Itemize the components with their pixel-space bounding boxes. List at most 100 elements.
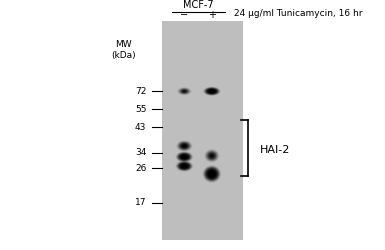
Ellipse shape: [204, 167, 219, 181]
Text: 55: 55: [135, 105, 146, 114]
Text: 26: 26: [135, 164, 146, 173]
Ellipse shape: [210, 154, 214, 158]
Ellipse shape: [182, 144, 187, 148]
Ellipse shape: [210, 172, 214, 176]
Ellipse shape: [182, 165, 186, 167]
Ellipse shape: [211, 91, 212, 92]
Ellipse shape: [179, 88, 189, 94]
Ellipse shape: [208, 170, 216, 178]
Ellipse shape: [181, 164, 187, 168]
Ellipse shape: [181, 164, 188, 168]
Ellipse shape: [180, 143, 189, 149]
Text: +: +: [208, 10, 216, 20]
Ellipse shape: [177, 161, 192, 171]
Ellipse shape: [183, 156, 185, 158]
Ellipse shape: [178, 162, 191, 170]
Ellipse shape: [180, 163, 189, 169]
Ellipse shape: [178, 88, 190, 94]
Ellipse shape: [209, 90, 215, 93]
Ellipse shape: [205, 168, 218, 180]
Ellipse shape: [206, 169, 218, 179]
Ellipse shape: [183, 90, 186, 92]
Ellipse shape: [178, 88, 191, 95]
Ellipse shape: [179, 162, 190, 170]
Ellipse shape: [182, 145, 186, 147]
Text: 43: 43: [135, 122, 146, 132]
Ellipse shape: [176, 161, 193, 172]
Ellipse shape: [179, 163, 189, 169]
Bar: [162, 21, 243, 240]
Ellipse shape: [205, 88, 219, 95]
Ellipse shape: [180, 154, 189, 160]
Ellipse shape: [184, 91, 185, 92]
Ellipse shape: [209, 90, 214, 92]
Ellipse shape: [208, 170, 215, 177]
Ellipse shape: [204, 166, 220, 182]
Ellipse shape: [177, 153, 191, 161]
Ellipse shape: [207, 88, 217, 94]
Text: 17: 17: [135, 198, 146, 207]
Ellipse shape: [207, 151, 217, 160]
Ellipse shape: [183, 156, 186, 158]
Ellipse shape: [182, 90, 187, 93]
Ellipse shape: [210, 154, 214, 157]
Ellipse shape: [179, 153, 190, 160]
Ellipse shape: [182, 155, 187, 158]
Text: MW
(kDa): MW (kDa): [111, 40, 136, 60]
Ellipse shape: [177, 152, 192, 162]
Ellipse shape: [178, 153, 191, 161]
Ellipse shape: [210, 172, 213, 175]
Ellipse shape: [209, 154, 214, 158]
Ellipse shape: [211, 155, 213, 157]
Ellipse shape: [179, 88, 189, 94]
Ellipse shape: [184, 156, 185, 157]
Ellipse shape: [180, 89, 188, 94]
Ellipse shape: [206, 88, 218, 94]
Ellipse shape: [179, 142, 190, 150]
Ellipse shape: [205, 150, 219, 162]
Ellipse shape: [177, 141, 191, 150]
Ellipse shape: [182, 164, 187, 168]
Ellipse shape: [206, 151, 217, 161]
Ellipse shape: [179, 154, 189, 160]
Ellipse shape: [181, 154, 188, 159]
Ellipse shape: [183, 90, 186, 92]
Ellipse shape: [177, 152, 191, 162]
Ellipse shape: [208, 89, 216, 94]
Ellipse shape: [210, 90, 214, 92]
Ellipse shape: [211, 91, 213, 92]
Ellipse shape: [181, 90, 187, 93]
Ellipse shape: [207, 169, 217, 179]
Ellipse shape: [207, 89, 217, 94]
Ellipse shape: [179, 163, 189, 169]
Ellipse shape: [179, 142, 189, 150]
Ellipse shape: [177, 140, 192, 151]
Text: 72: 72: [135, 87, 146, 96]
Ellipse shape: [179, 142, 190, 150]
Ellipse shape: [203, 166, 221, 182]
Ellipse shape: [207, 152, 216, 160]
Ellipse shape: [203, 87, 220, 96]
Ellipse shape: [182, 144, 187, 148]
Ellipse shape: [181, 155, 187, 159]
Ellipse shape: [176, 152, 193, 162]
Ellipse shape: [182, 156, 186, 158]
Ellipse shape: [183, 145, 186, 147]
Ellipse shape: [204, 87, 219, 95]
Ellipse shape: [180, 143, 188, 149]
Ellipse shape: [178, 142, 191, 150]
Ellipse shape: [180, 89, 189, 94]
Ellipse shape: [183, 145, 185, 146]
Ellipse shape: [176, 161, 192, 171]
Ellipse shape: [209, 90, 215, 93]
Ellipse shape: [205, 167, 219, 180]
Ellipse shape: [208, 153, 215, 159]
Ellipse shape: [206, 168, 218, 180]
Ellipse shape: [181, 89, 188, 93]
Ellipse shape: [179, 88, 190, 94]
Text: HAI-2: HAI-2: [260, 145, 290, 155]
Ellipse shape: [183, 166, 185, 167]
Ellipse shape: [211, 155, 213, 156]
Ellipse shape: [207, 170, 216, 178]
Ellipse shape: [181, 155, 187, 159]
